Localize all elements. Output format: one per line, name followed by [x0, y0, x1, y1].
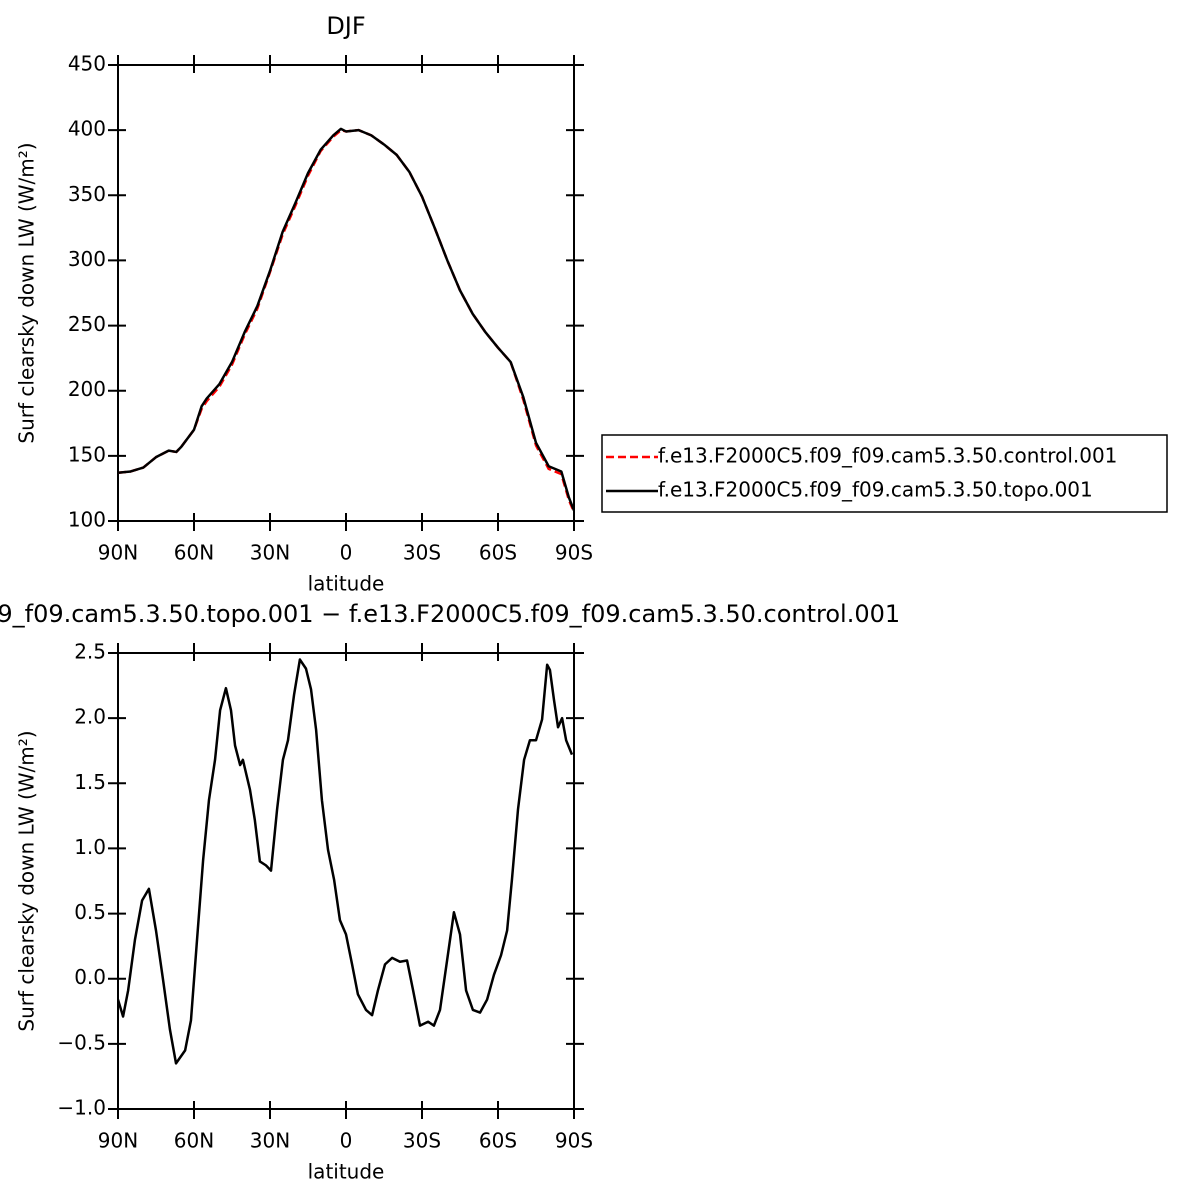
y-tick-label: 0.5	[74, 900, 106, 924]
legend-label: f.e13.F2000C5.f09_f09.cam5.3.50.control.…	[658, 444, 1117, 468]
legend-box	[601, 434, 1168, 513]
x-tick-label: 60S	[479, 541, 517, 565]
x-axis-label: latitude	[308, 1160, 385, 1184]
y-tick-label: 150	[68, 442, 106, 466]
y-tick-label: 350	[68, 182, 106, 206]
x-tick-label: 0	[340, 541, 353, 565]
x-tick-label: 90S	[555, 541, 593, 565]
y-tick-label: −1.0	[57, 1096, 106, 1120]
x-tick-label: 30N	[250, 1129, 290, 1153]
y-tick-label: 2.0	[74, 705, 106, 729]
x-tick-label: 90N	[98, 1129, 138, 1153]
legend-label: f.e13.F2000C5.f09_f09.cam5.3.50.topo.001	[658, 478, 1093, 502]
chart-title: f.e13.F2000C5.f09_f09.cam5.3.50.topo.001…	[0, 600, 900, 628]
x-tick-label: 90N	[98, 541, 138, 565]
y-axis-label: Surf clearsky down LW (W/m²)	[15, 142, 39, 443]
series-line	[118, 127, 574, 512]
y-tick-label: 0.0	[74, 965, 106, 989]
y-tick-label: 450	[68, 52, 106, 76]
y-tick-label: 250	[68, 312, 106, 336]
plot-frame	[117, 652, 575, 1110]
chart-title: DJF	[326, 12, 365, 40]
y-tick-label: −0.5	[57, 1030, 106, 1054]
x-tick-label: 30N	[250, 541, 290, 565]
y-axis-label: Surf clearsky down LW (W/m²)	[15, 730, 39, 1031]
y-tick-label: 1.0	[74, 835, 106, 859]
plot-frame	[117, 64, 575, 522]
y-tick-label: 100	[68, 508, 106, 532]
series-line	[118, 658, 574, 1065]
x-tick-label: 30S	[403, 541, 441, 565]
series-line	[118, 128, 574, 513]
y-tick-label: 300	[68, 247, 106, 271]
x-axis-label: latitude	[308, 572, 385, 596]
x-tick-label: 30S	[403, 1129, 441, 1153]
x-tick-label: 60N	[174, 1129, 214, 1153]
y-tick-label: 200	[68, 377, 106, 401]
y-tick-label: 2.5	[74, 640, 106, 664]
x-tick-label: 0	[340, 1129, 353, 1153]
y-tick-label: 400	[68, 117, 106, 141]
y-tick-label: 1.5	[74, 770, 106, 794]
x-tick-label: 60N	[174, 541, 214, 565]
x-tick-label: 90S	[555, 1129, 593, 1153]
x-tick-label: 60S	[479, 1129, 517, 1153]
